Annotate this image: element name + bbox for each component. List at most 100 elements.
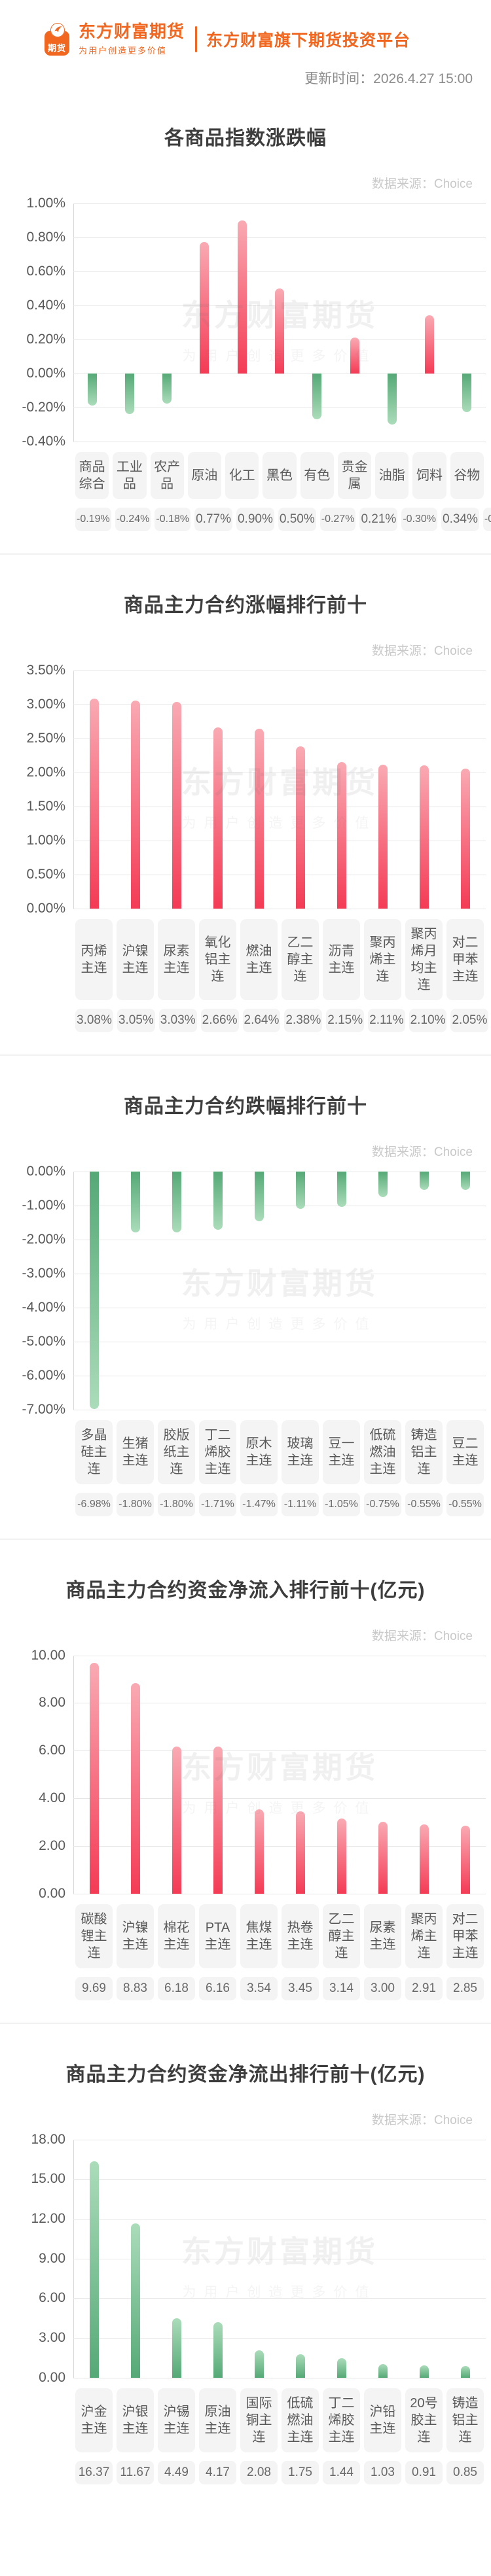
category-label: 对二甲苯主连 [446, 1904, 484, 1968]
category-cell: 燃油主连 [238, 918, 280, 1000]
bar [419, 1824, 429, 1894]
value-cell: 9.69 [73, 1976, 115, 2000]
category-label: 生猪主连 [117, 1419, 154, 1484]
category-label: 聚丙烯主连 [364, 918, 401, 1000]
category-label: 热卷主连 [282, 1904, 319, 1968]
gridline [73, 2179, 486, 2180]
y-axis-tick-label: 12.00 [31, 2210, 65, 2226]
bar [295, 746, 305, 909]
category-label: 谷物 [450, 451, 484, 499]
category-label: 沪银主连 [117, 2388, 154, 2452]
value-cell: 0.85 [445, 2460, 486, 2484]
logo-swoosh-icon [50, 22, 65, 37]
value-cell: 1.75 [280, 2460, 321, 2484]
gridline [73, 670, 486, 671]
category-label: 对二甲苯主连 [446, 918, 484, 1000]
y-axis-tick-label: 3.50% [26, 662, 65, 678]
data-source-label: 数据来源：Choice [371, 2113, 473, 2127]
value-label: 3.45 [282, 1976, 319, 2000]
bar [172, 1746, 181, 1894]
category-label: 铸造铝主连 [405, 1419, 443, 1484]
value-cell: 2.15% [324, 1008, 366, 1032]
bar [130, 1683, 140, 1894]
bar [254, 1809, 264, 1894]
chart-section-net-inflow: 商品主力合约资金净流入排行前十(亿元) 数据来源：Choice 东方财富期货 为… [0, 1540, 491, 2024]
category-label: 聚丙烯主连 [405, 1904, 443, 1968]
y-axis-tick-label: 0.50% [26, 866, 65, 882]
category-cell: 聚丙烯主连 [362, 918, 403, 1000]
y-axis-tick-label: 0.40% [26, 297, 65, 313]
watermark-slogan: 为用户创造更多价值 [182, 1316, 377, 1332]
y-axis-line [73, 1655, 74, 1894]
value-label: -0.23% [482, 507, 491, 531]
value-label: 16.37 [75, 2460, 113, 2484]
category-label: 豆一主连 [323, 1419, 360, 1484]
gridline [73, 271, 486, 272]
value-label: 0.85 [446, 2460, 484, 2484]
category-label: 沥青主连 [323, 918, 360, 1000]
bar [213, 1171, 223, 1230]
value-cell: 1.44 [321, 2460, 362, 2484]
category-label-row: 碳酸锂主连 沪镍主连 棉花主连 PTA主连 焦煤主连 热卷主连 乙二醇主连 尿素主连 聚丙烯主连… [73, 1904, 486, 1968]
value-cell: -0.55% [403, 1492, 445, 1516]
bar [460, 1171, 470, 1191]
category-cell: 沪锡主连 [156, 2388, 197, 2452]
category-cell: 沪镍主连 [115, 918, 156, 1000]
category-cell: 碳酸锂主连 [73, 1904, 115, 1968]
bar [275, 288, 284, 374]
y-axis-tick-label: 10.00 [31, 1647, 65, 1663]
value-label: 1.44 [323, 2460, 360, 2484]
category-label: 化工 [225, 451, 259, 499]
bar [254, 2350, 264, 2378]
bar [460, 769, 470, 909]
value-cell: 6.16 [197, 1976, 238, 2000]
value-cell: -1.71% [197, 1492, 238, 1516]
y-axis-tick-label: 4.00 [39, 1790, 65, 1805]
category-cell: 沪镍主连 [115, 1904, 156, 1968]
bar [213, 1747, 223, 1894]
bar [254, 1171, 264, 1222]
gridline [73, 237, 486, 238]
value-label: -0.55% [405, 1492, 443, 1516]
page-header: 期货 东方财富期货 为用户创造更多价值 东方财富旗下期货投资平台 更新时间：20… [0, 0, 491, 88]
value-cell: 2.10% [407, 1008, 449, 1032]
category-cell: 玻璃主连 [280, 1419, 321, 1484]
category-label: 燃油主连 [240, 918, 278, 1000]
value-cell: 0.91 [403, 2460, 445, 2484]
value-cell: -0.19% [73, 507, 113, 531]
data-source-label: 数据来源：Choice [371, 644, 473, 658]
y-axis-tick-label: -3.00% [22, 1265, 65, 1281]
category-label: 贵金属 [337, 451, 372, 499]
value-cell: -0.23% [481, 507, 491, 531]
bar [462, 373, 472, 413]
value-label: 2.64% [242, 1008, 281, 1032]
value-label: -0.30% [401, 507, 438, 531]
watermark: 东方财富期货 为用户创造更多价值 [73, 1260, 486, 1333]
gridline [73, 2337, 486, 2339]
category-label: 原油主连 [199, 2388, 236, 2452]
category-cell: 原油 [186, 451, 223, 499]
category-cell: 乙二醇主连 [321, 1904, 362, 1968]
category-cell: 丁二烯胶主连 [197, 1419, 238, 1484]
value-label: 6.18 [158, 1976, 195, 2000]
category-cell: 生猪主连 [115, 1419, 156, 1484]
y-axis-line [73, 203, 74, 442]
brand-tagline: 东方财富旗下期货投资平台 [206, 31, 411, 50]
section-divider [0, 553, 491, 555]
y-axis-tick-label: 1.00% [26, 832, 65, 848]
value-cell: 3.54 [238, 1976, 280, 2000]
category-cell: 氧化铝主连 [197, 918, 238, 1000]
value-cell: -1.11% [280, 1492, 321, 1516]
gridline [73, 1798, 486, 1799]
y-axis-tick-label: 9.00 [39, 2250, 65, 2266]
bar [89, 1171, 99, 1409]
brand-text: 东方财富期货 为用户创造更多价值 [79, 22, 185, 56]
value-cell: -0.18% [153, 507, 192, 531]
value-label: -1.11% [282, 1492, 319, 1516]
value-label: -0.19% [75, 507, 111, 531]
category-label: 低硫燃油主连 [282, 2388, 319, 2452]
y-axis-tick-label: 1.50% [26, 798, 65, 814]
value-label: 0.90% [236, 507, 274, 531]
brand-slogan: 为用户创造更多价值 [79, 45, 168, 56]
value-cell: 2.38% [282, 1008, 324, 1032]
